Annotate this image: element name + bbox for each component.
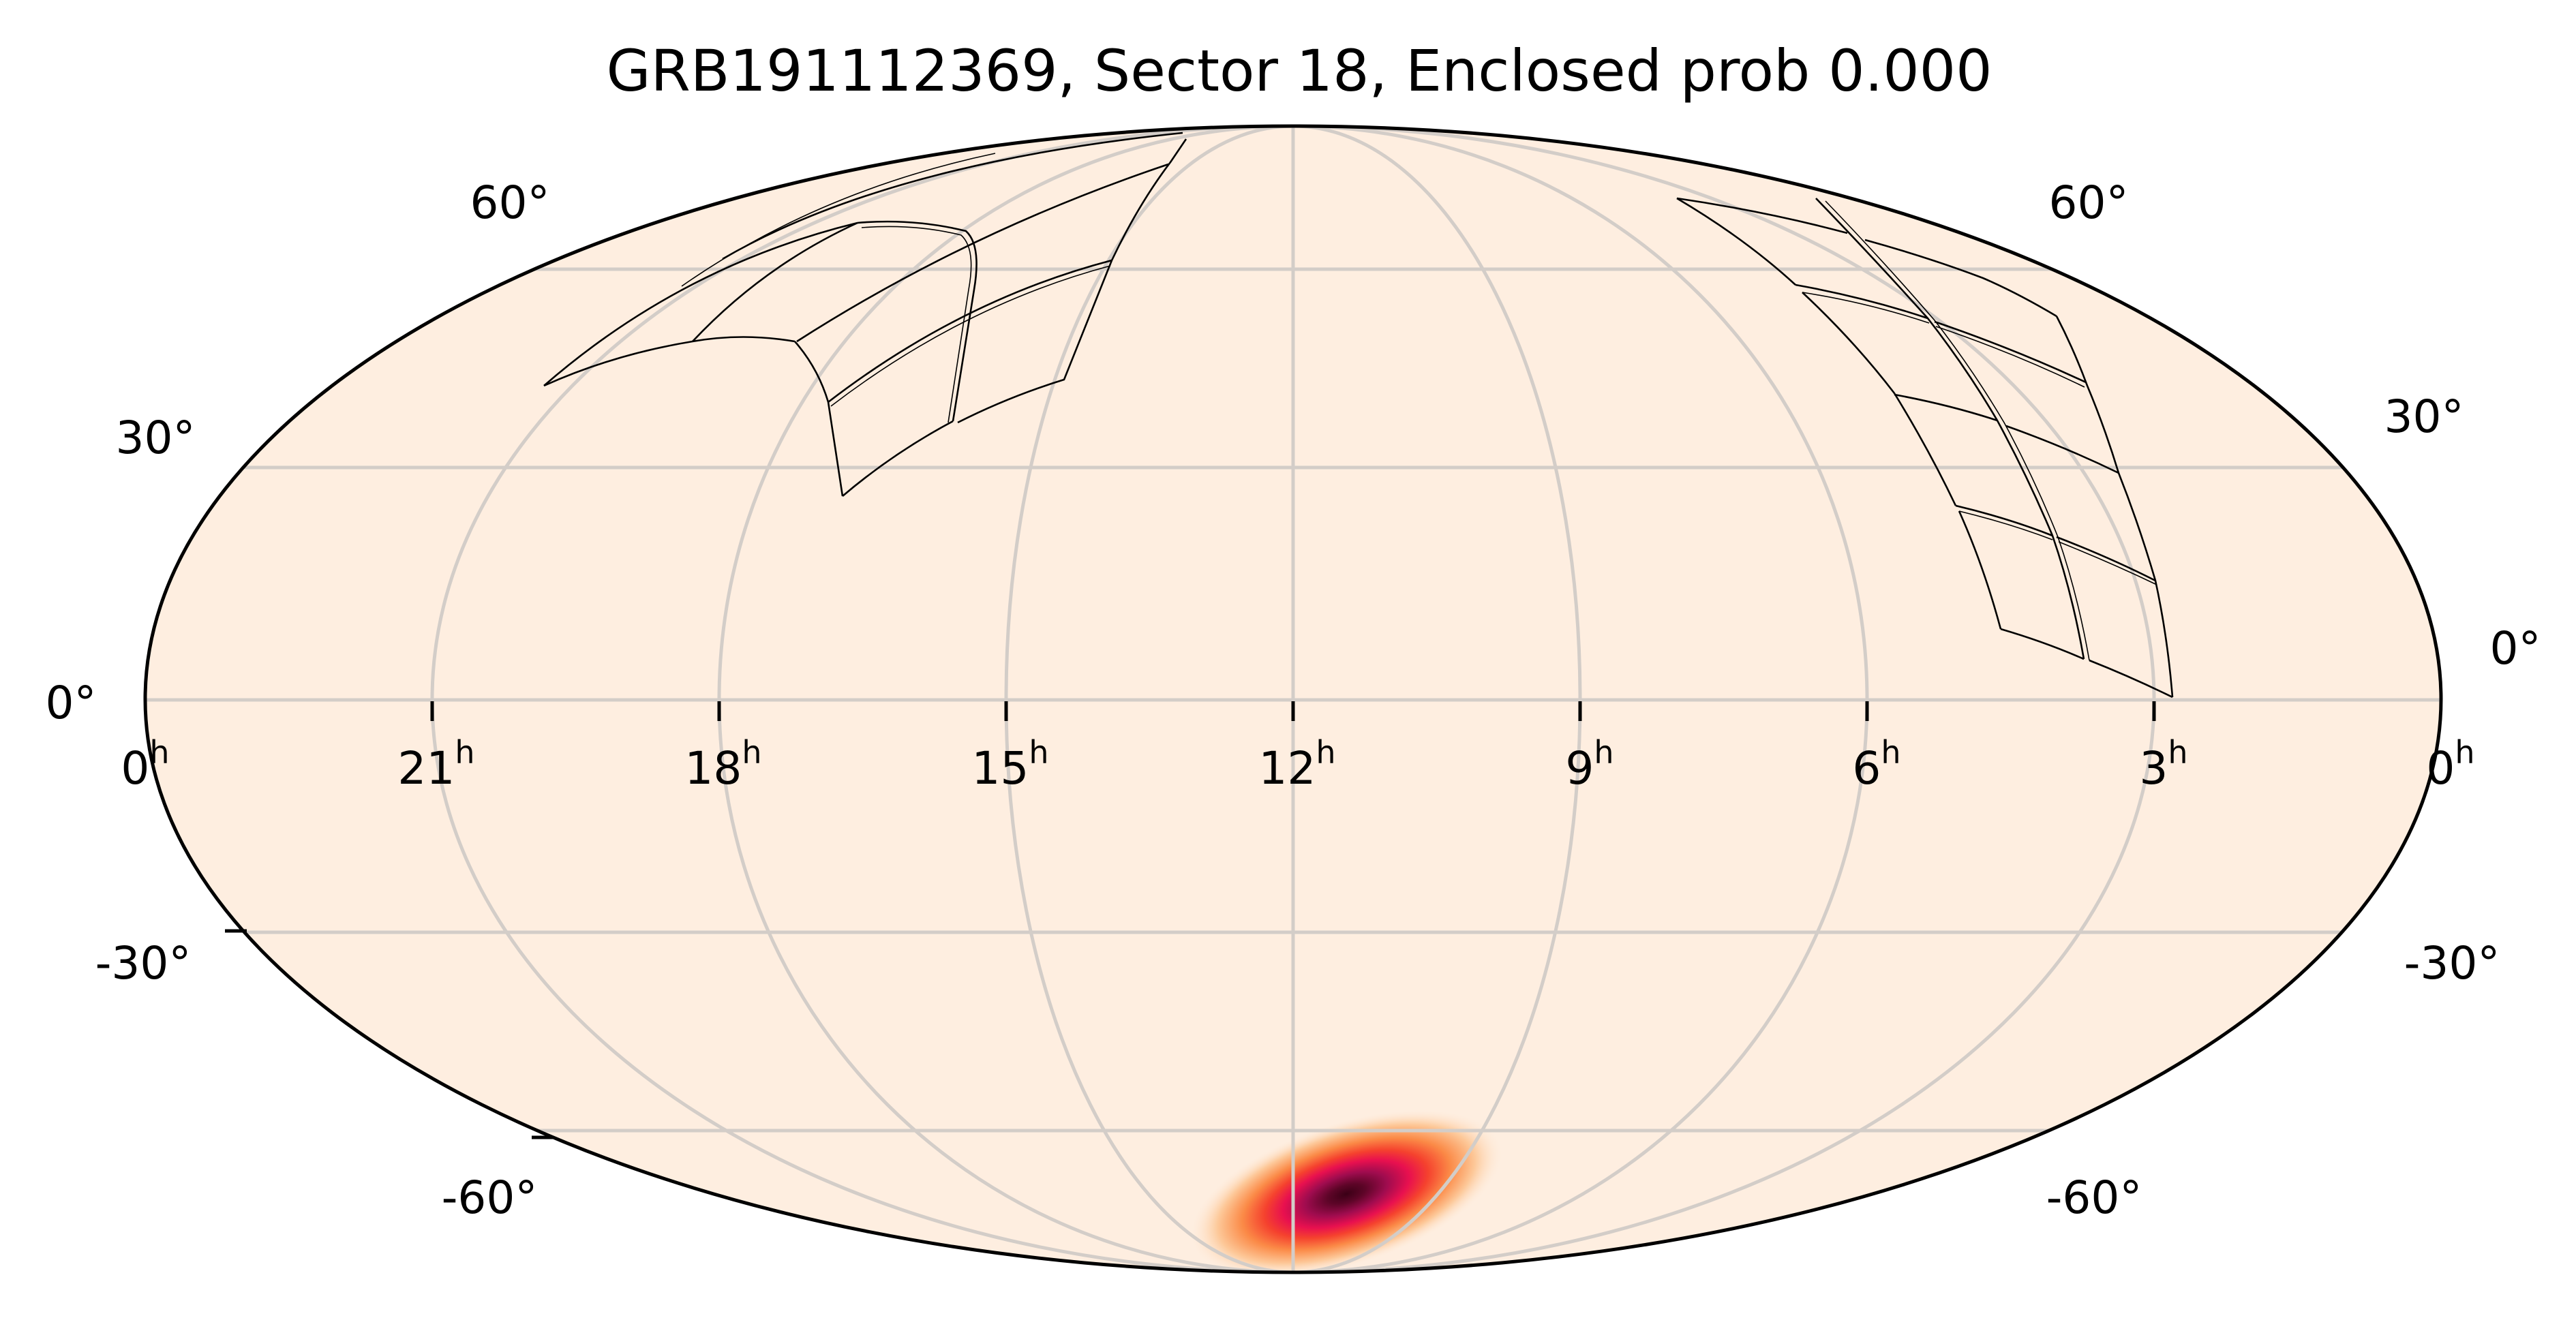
ccd-footprint-right <box>1676 197 2174 699</box>
dec-label-right-30: 30° <box>2384 390 2464 443</box>
ra-label-18: 18h <box>684 734 761 795</box>
ra-ticks <box>430 701 2156 721</box>
ra-label-6: 6h <box>1852 734 1900 795</box>
dec-label-right-0: 0° <box>2490 622 2541 675</box>
ra-label-12: 12h <box>1258 734 1335 795</box>
dec-label-left-0: 0° <box>46 677 97 729</box>
dec-label-left-neg30: -30° <box>95 937 192 990</box>
ccd-footprint-left <box>543 132 1187 497</box>
ra-label-9: 9h <box>1565 734 1613 795</box>
dec-label-left-neg60: -60° <box>442 1171 538 1224</box>
ra-label-0-left: 0h <box>121 734 169 795</box>
ra-tick-labels: 0h 21h 18h 15h 12h 9h 6h 3h 0h <box>121 734 2474 795</box>
probability-region <box>1189 1109 1504 1272</box>
dec-tick-labels-left: 60° 30° 0° -30° -60° <box>46 177 550 1224</box>
dec-tick-labels-right: 60° 30° 0° -30° -60° <box>2046 177 2541 1224</box>
ra-label-15: 15h <box>971 734 1048 795</box>
graticule-meridians <box>430 126 2156 1272</box>
dec-label-right-neg30: -30° <box>2404 937 2500 990</box>
dec-label-right-neg60: -60° <box>2046 1171 2142 1224</box>
chart-title: GRB191112369, Sector 18, Enclosed prob 0… <box>606 37 1992 104</box>
ra-label-21: 21h <box>397 734 474 795</box>
ra-label-0-right: 0h <box>2426 734 2474 795</box>
dec-ticks <box>225 929 554 1139</box>
dec-label-right-60: 60° <box>2049 177 2129 229</box>
sky-boundary <box>143 124 2443 1274</box>
ra-label-3: 3h <box>2139 734 2187 795</box>
dec-label-left-30: 30° <box>116 412 196 464</box>
dec-label-left-60: 60° <box>470 177 550 229</box>
